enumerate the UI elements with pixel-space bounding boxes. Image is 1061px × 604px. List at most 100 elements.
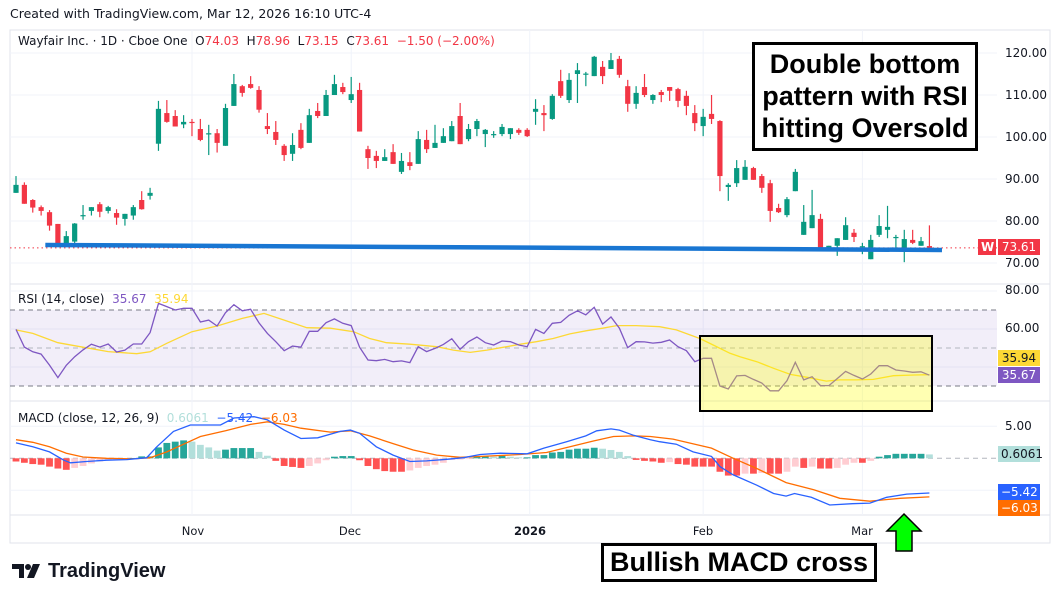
candle[interactable] bbox=[147, 187, 153, 200]
candle[interactable] bbox=[566, 73, 572, 103]
candle[interactable] bbox=[667, 87, 673, 101]
candle[interactable] bbox=[424, 129, 430, 153]
candle[interactable] bbox=[398, 152, 405, 174]
candle[interactable] bbox=[105, 205, 111, 214]
candle[interactable] bbox=[792, 168, 798, 192]
candle[interactable] bbox=[650, 94, 656, 104]
candle[interactable] bbox=[264, 113, 270, 135]
candle[interactable] bbox=[834, 238, 840, 256]
candle[interactable] bbox=[683, 90, 689, 116]
candle[interactable] bbox=[80, 205, 86, 220]
candle[interactable] bbox=[139, 191, 145, 210]
macd-title[interactable]: MACD (close, 12, 26, 9) bbox=[18, 411, 160, 425]
candle[interactable] bbox=[415, 131, 421, 164]
candle[interactable] bbox=[88, 207, 95, 216]
candle[interactable] bbox=[851, 228, 857, 242]
candle[interactable] bbox=[273, 121, 279, 145]
candle[interactable] bbox=[692, 105, 698, 132]
price-pane[interactable] bbox=[10, 53, 997, 263]
candle[interactable] bbox=[918, 236, 924, 246]
candle[interactable] bbox=[901, 229, 907, 263]
candle[interactable] bbox=[331, 74, 338, 95]
candle[interactable] bbox=[910, 229, 916, 245]
candle[interactable] bbox=[155, 100, 162, 151]
candle[interactable] bbox=[382, 149, 388, 161]
symbol-name[interactable]: Wayfair Inc. · 1D · Cboe One bbox=[18, 34, 188, 48]
candle[interactable] bbox=[717, 120, 723, 192]
candle[interactable] bbox=[164, 100, 170, 123]
candle[interactable] bbox=[30, 199, 36, 213]
candle[interactable] bbox=[491, 131, 497, 138]
candle[interactable] bbox=[474, 118, 480, 137]
candle[interactable] bbox=[658, 89, 664, 103]
candle[interactable] bbox=[725, 183, 731, 201]
candle[interactable] bbox=[767, 179, 773, 222]
candle[interactable] bbox=[591, 55, 597, 77]
candle[interactable] bbox=[281, 144, 287, 161]
candle[interactable] bbox=[817, 213, 824, 248]
candle[interactable] bbox=[641, 74, 648, 98]
candle[interactable] bbox=[893, 234, 899, 248]
candle[interactable] bbox=[306, 108, 312, 143]
candle[interactable] bbox=[323, 89, 329, 116]
rsi-pane[interactable] bbox=[15, 302, 930, 392]
candle[interactable] bbox=[130, 205, 136, 220]
candle[interactable] bbox=[449, 121, 455, 142]
candle[interactable] bbox=[541, 105, 547, 132]
candle[interactable] bbox=[122, 213, 128, 226]
candle[interactable] bbox=[734, 160, 740, 187]
candle[interactable] bbox=[13, 176, 19, 193]
support-trendline[interactable] bbox=[45, 242, 943, 253]
candle[interactable] bbox=[248, 76, 254, 89]
candle[interactable] bbox=[700, 108, 706, 137]
candle[interactable] bbox=[365, 145, 371, 169]
candle[interactable] bbox=[750, 166, 757, 180]
candle[interactable] bbox=[708, 95, 715, 124]
candle[interactable] bbox=[926, 225, 933, 250]
tradingview-logo[interactable]: TradingView bbox=[12, 561, 165, 581]
candle[interactable] bbox=[181, 115, 187, 129]
candle[interactable] bbox=[583, 71, 589, 87]
candle[interactable] bbox=[189, 118, 195, 137]
candle[interactable] bbox=[675, 87, 681, 108]
candle[interactable] bbox=[465, 123, 472, 142]
candle[interactable] bbox=[21, 182, 27, 204]
macd-pane[interactable] bbox=[10, 416, 997, 506]
candle[interactable] bbox=[801, 205, 807, 235]
candle[interactable] bbox=[407, 152, 413, 171]
candle[interactable] bbox=[113, 209, 120, 225]
candle[interactable] bbox=[239, 84, 245, 97]
candle[interactable] bbox=[558, 69, 564, 98]
candle[interactable] bbox=[340, 82, 346, 95]
candle[interactable] bbox=[206, 124, 212, 156]
candle[interactable] bbox=[876, 215, 882, 237]
candle[interactable] bbox=[256, 86, 262, 113]
candle[interactable] bbox=[197, 118, 203, 142]
candle[interactable] bbox=[63, 231, 69, 245]
candle[interactable] bbox=[784, 197, 790, 218]
candle[interactable] bbox=[348, 76, 354, 103]
rsi-title[interactable]: RSI (14, close) bbox=[18, 292, 105, 306]
candle[interactable] bbox=[172, 110, 178, 127]
candle[interactable] bbox=[524, 128, 530, 137]
candle[interactable] bbox=[356, 82, 363, 132]
candle[interactable] bbox=[742, 160, 748, 180]
candle[interactable] bbox=[298, 123, 304, 150]
candle[interactable] bbox=[574, 63, 581, 103]
candle[interactable] bbox=[46, 210, 53, 231]
candle[interactable] bbox=[809, 189, 815, 229]
candle[interactable] bbox=[633, 86, 639, 109]
candle[interactable] bbox=[231, 74, 237, 106]
candle[interactable] bbox=[608, 53, 614, 69]
candle[interactable] bbox=[55, 223, 61, 245]
candle[interactable] bbox=[600, 60, 606, 85]
candle[interactable] bbox=[214, 129, 220, 153]
candle[interactable] bbox=[440, 128, 446, 143]
candle[interactable] bbox=[532, 99, 539, 125]
candle[interactable] bbox=[222, 103, 229, 146]
candle[interactable] bbox=[884, 205, 891, 239]
candle[interactable] bbox=[289, 133, 296, 161]
candle[interactable] bbox=[482, 129, 488, 148]
candle[interactable] bbox=[549, 94, 555, 120]
